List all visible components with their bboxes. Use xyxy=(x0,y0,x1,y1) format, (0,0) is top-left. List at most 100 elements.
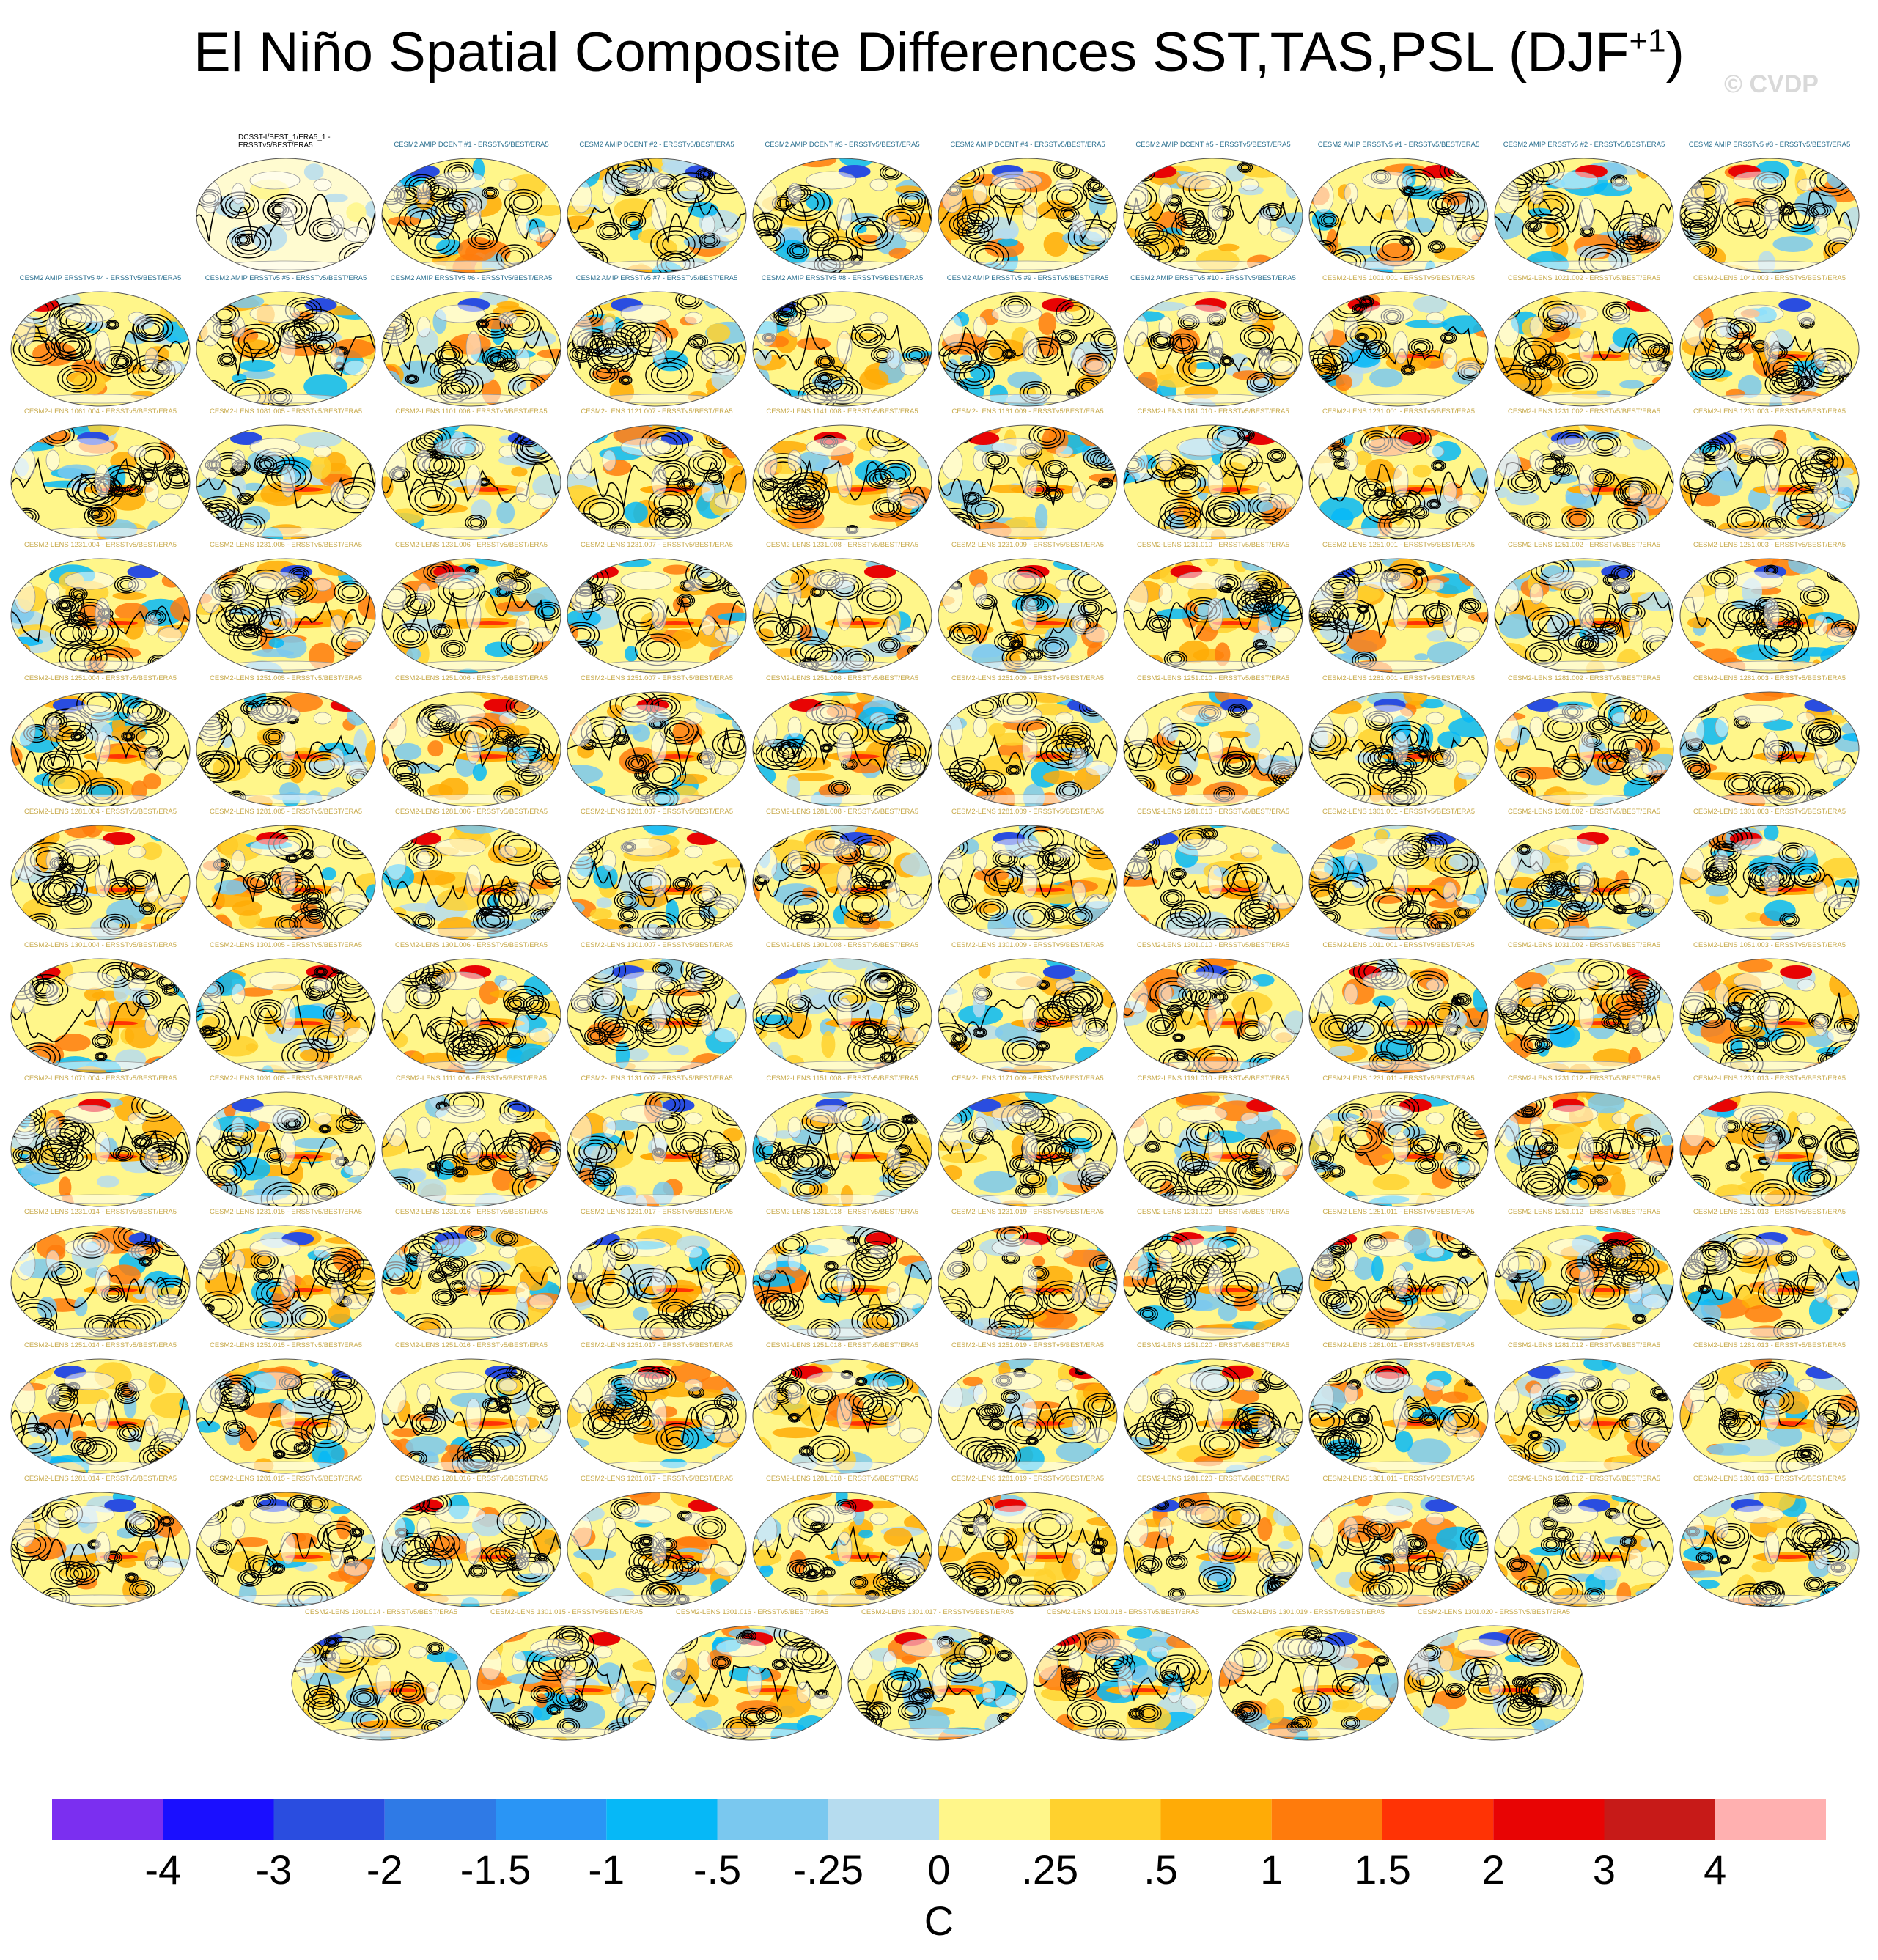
continent-outline xyxy=(128,445,147,458)
continent-outline xyxy=(249,704,301,723)
continent-outline xyxy=(1710,794,1829,804)
psl-contour xyxy=(802,226,839,251)
continent-outline xyxy=(1710,660,1829,671)
continent-outline xyxy=(836,464,853,498)
map-border xyxy=(1679,158,1860,273)
continent-outline xyxy=(701,347,715,369)
map-border xyxy=(1308,558,1489,674)
continent-outline xyxy=(227,394,345,404)
continent-outline xyxy=(249,304,301,323)
continent-outline xyxy=(620,838,671,857)
psl-contour xyxy=(574,570,592,583)
anomaly-blob xyxy=(729,653,746,664)
composite-panel: CESM2-LENS 1281.008 - ERSSTv5/BEST/ERA5 xyxy=(751,808,934,940)
continent-outline xyxy=(416,183,431,205)
psl-contour xyxy=(1356,604,1369,614)
anomaly-blob xyxy=(1612,327,1639,348)
continent-outline xyxy=(973,316,987,338)
psl-contour xyxy=(1176,217,1206,239)
continent-outline xyxy=(1154,527,1273,537)
continent-outline xyxy=(529,894,553,910)
psl-contour xyxy=(424,233,450,251)
continent-outline xyxy=(1443,748,1457,770)
psl-contour xyxy=(1028,649,1042,660)
psl-contour xyxy=(511,746,549,773)
anomaly-blob xyxy=(938,438,956,453)
psl-contour xyxy=(1456,166,1470,177)
psl-contour xyxy=(1098,918,1110,926)
psl-contour xyxy=(1693,696,1710,708)
psl-contour xyxy=(1373,499,1398,517)
psl-contour xyxy=(1096,916,1111,928)
psl-contour xyxy=(1651,258,1667,270)
anomaly-blob xyxy=(1826,163,1857,190)
psl-contour xyxy=(434,344,463,365)
anomaly-blob xyxy=(1437,731,1462,748)
continent-outline xyxy=(498,845,518,858)
anomaly-blob xyxy=(624,501,648,523)
psl-contour xyxy=(1400,364,1416,376)
map-border xyxy=(752,691,932,807)
anomaly-blob xyxy=(1506,490,1539,506)
composite-panel: CESM2 AMIP ERSSTv5 #2 - ERSSTv5/BEST/ERA… xyxy=(1492,141,1676,273)
anomaly-blob xyxy=(1309,925,1317,936)
psl-contour xyxy=(1781,371,1803,388)
anomaly-blob xyxy=(991,732,1032,746)
psl-contour xyxy=(1180,220,1201,235)
panel-title: CESM2-LENS 1101.006 - ERSSTv5/BEST/ERA5 xyxy=(395,408,548,416)
panel-title: CESM2-LENS 1281.008 - ERSSTv5/BEST/ERA5 xyxy=(765,808,919,816)
psl-contour xyxy=(1575,635,1599,653)
continent-outline xyxy=(416,583,431,605)
anomaly-blob xyxy=(914,250,932,259)
continent-outline xyxy=(886,214,901,236)
anomaly-blob xyxy=(1037,199,1075,220)
anomaly-blob xyxy=(1442,315,1487,334)
psl-contour xyxy=(938,379,968,402)
map-plot xyxy=(938,291,1118,407)
continent-outline xyxy=(836,331,853,364)
panel-title: CESM2-LENS 1021.002 - ERSSTv5/BEST/ERA5 xyxy=(1507,274,1661,282)
continent-outline xyxy=(1055,178,1074,191)
anomaly-blob xyxy=(163,425,179,441)
continent-outline xyxy=(128,712,147,725)
continent-outline xyxy=(1764,864,1780,898)
psl-contour xyxy=(504,361,515,370)
psl-contour xyxy=(879,501,895,514)
psl-contour xyxy=(1356,334,1367,342)
psl-contour xyxy=(949,257,961,265)
continent-outline xyxy=(1529,183,1544,205)
continent-outline xyxy=(1813,748,1828,770)
psl-contour xyxy=(243,331,270,351)
psl-contour xyxy=(1048,464,1062,474)
composite-panel: CESM2-LENS 1281.002 - ERSSTv5/BEST/ERA5 xyxy=(1492,674,1676,807)
psl-contour xyxy=(567,249,592,269)
anomaly-blob xyxy=(1038,312,1056,335)
map-plot xyxy=(10,424,191,540)
map-plot xyxy=(1679,291,1860,407)
anomaly-blob xyxy=(1426,630,1448,642)
composite-panel: CESM2-LENS 1251.004 - ERSSTv5/BEST/ERA5 xyxy=(9,674,192,807)
continent-outline xyxy=(529,627,553,643)
map-border xyxy=(938,291,1118,407)
continent-outline xyxy=(1270,360,1295,376)
panel-title: CESM2-LENS 1141.008 - ERSSTv5/BEST/ERA5 xyxy=(766,408,918,416)
psl-contour xyxy=(1168,471,1201,495)
anomaly-blob xyxy=(1085,825,1117,838)
anomaly-blob xyxy=(1177,490,1193,507)
anomaly-blob xyxy=(1102,833,1117,854)
psl-contour xyxy=(833,784,846,793)
psl-contour xyxy=(567,512,603,539)
psl-contour xyxy=(136,729,159,746)
continent-outline xyxy=(1270,493,1295,509)
continent-outline xyxy=(1176,438,1228,457)
map-border xyxy=(10,558,191,674)
composite-panel: CESM2-LENS 1251.002 - ERSSTv5/BEST/ERA5 xyxy=(1492,541,1676,674)
composite-panel: CESM2 AMIP ERSSTv5 #7 - ERSSTv5/BEST/ERA… xyxy=(565,274,748,407)
anomaly-blob xyxy=(905,431,932,444)
continent-outline xyxy=(412,927,531,937)
psl-contour xyxy=(965,225,985,240)
anomaly-blob xyxy=(1129,914,1149,927)
psl-contour xyxy=(1441,191,1480,218)
continent-outline xyxy=(1578,864,1594,898)
psl-contour xyxy=(771,738,817,771)
